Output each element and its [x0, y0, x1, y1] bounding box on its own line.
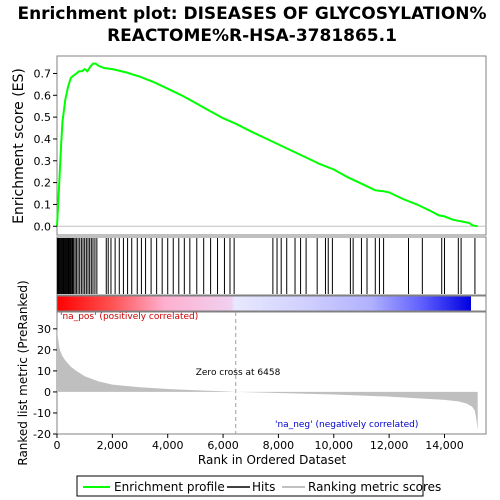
hits-panel-frame [56, 236, 487, 296]
chart-title-line2: REACTOME%R-HSA-3781865.1 [107, 26, 397, 46]
es-ytick-label: 0.2 [34, 177, 52, 190]
xtick-label: 8,000 [263, 439, 295, 452]
hit-marks [56, 238, 476, 294]
metric-ytick-label: 10 [37, 365, 51, 378]
legend-hits-label: Hits [252, 480, 275, 494]
pos-correlated-label: 'na_pos' (positively correlated) [60, 312, 198, 322]
metric-ytick-label: -10 [33, 407, 51, 420]
x-axis-label: Rank in Ordered Dataset [198, 453, 346, 467]
xtick-label: 6,000 [207, 439, 239, 452]
legend-profile-label: Enrichment profile [114, 480, 225, 494]
es-ytick-label: 0.7 [34, 67, 52, 80]
x-ticks: 0 2,000 4,000 6,000 8,000 10,000 12,000 14,000 [54, 434, 464, 452]
xtick-label: 2,000 [97, 439, 129, 452]
zero-cross-label: Zero cross at 6458 [196, 368, 281, 378]
rank-bar-frame [56, 295, 487, 312]
xtick-label: 10,000 [315, 439, 354, 452]
xtick-label: 12,000 [370, 439, 409, 452]
metric-yticks: 30 20 10 0 -10 -20 [33, 323, 57, 441]
es-ytick-label: 0.5 [34, 111, 52, 124]
es-ytick-label: 0.4 [34, 133, 52, 146]
es-panel-frame [56, 55, 487, 236]
enrichment-profile-line [56, 62, 478, 228]
es-ytick-label: 0.6 [34, 89, 52, 102]
metric-ytick-label: 0 [44, 386, 51, 399]
rank-color-bar [57, 296, 471, 311]
metric-ytick-label: 30 [37, 323, 51, 336]
es-ytick-label: 0.0 [34, 220, 52, 233]
metric-ytick-label: -20 [33, 428, 51, 441]
chart-title-line1: Enrichment plot: DISEASES OF GLYCOSYLATI… [17, 4, 486, 24]
xtick-label: 4,000 [152, 439, 184, 452]
metric-ytick-label: 20 [37, 344, 51, 357]
metric-panel-frame [56, 311, 487, 435]
xtick-label: 14,000 [425, 439, 464, 452]
neg-correlated-label: 'na_neg' (negatively correlated) [275, 420, 418, 430]
es-ytick-label: 0.3 [34, 155, 52, 168]
legend-metric-label: Ranking metric scores [308, 480, 441, 494]
es-yticks: 0.0 0.1 0.2 0.3 0.4 0.5 0.6 0.7 [34, 67, 57, 233]
xtick-label: 0 [54, 439, 61, 452]
es-ytick-label: 0.1 [34, 198, 52, 211]
es-axis-label: Enrichment score (ES) [11, 68, 27, 224]
metric-axis-label: Ranked list metric (PreRanked) [16, 280, 30, 465]
